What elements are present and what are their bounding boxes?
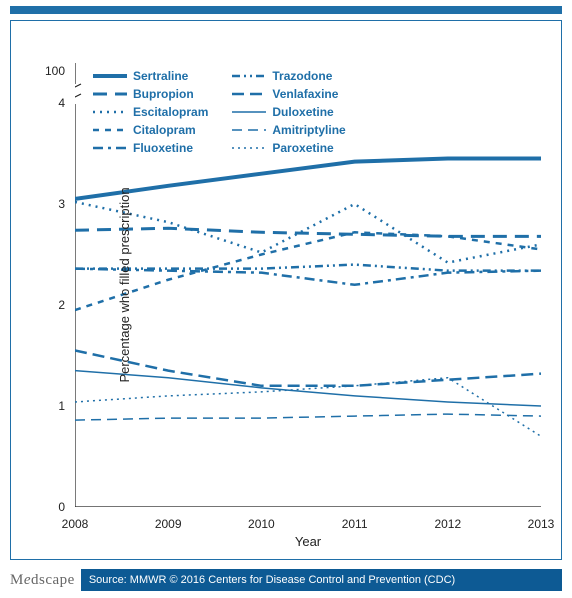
- legend-item: Trazodone: [232, 69, 345, 83]
- legend-label: Escitalopram: [133, 105, 208, 119]
- brand-e: e: [24, 572, 31, 588]
- legend-label: Amitriptyline: [272, 123, 345, 137]
- legend-item: Duloxetine: [232, 105, 345, 119]
- plot-area: Sertraline Bupropion Escitalopram Citalopra…: [75, 63, 541, 507]
- legend-label: Duloxetine: [272, 105, 333, 119]
- legend-label: Bupropion: [133, 87, 194, 101]
- series-amitriptyline: [75, 414, 541, 420]
- brand-logo: Medscape: [10, 572, 75, 589]
- x-tick-label: 2013: [528, 507, 555, 531]
- series-venlafaxine: [75, 350, 541, 385]
- y-tick-label: 3: [58, 197, 75, 211]
- footer: Medscape Source: MMWR © 2016 Centers for…: [10, 568, 562, 592]
- x-tick-label: 2011: [342, 507, 368, 531]
- legend-item: Citalopram: [93, 123, 208, 137]
- legend-label: Fluoxetine: [133, 141, 193, 155]
- legend-item: Escitalopram: [93, 105, 208, 119]
- brand-m: M: [10, 572, 24, 588]
- legend-item: Fluoxetine: [93, 141, 208, 155]
- y-tick-label: 1: [58, 399, 75, 413]
- top-accent-bar: [10, 6, 562, 14]
- y-tick-label: 100: [45, 64, 75, 78]
- legend-item: Paroxetine: [232, 141, 345, 155]
- y-tick-label: 2: [58, 298, 75, 312]
- legend-label: Paroxetine: [272, 141, 333, 155]
- x-tick-label: 2009: [155, 507, 182, 531]
- x-axis-label: Year: [75, 534, 541, 549]
- chart-frame: Sertraline Bupropion Escitalopram Citalopra…: [10, 20, 562, 560]
- legend-label: Citalopram: [133, 123, 196, 137]
- figure-container: Sertraline Bupropion Escitalopram Citalopra…: [0, 0, 572, 598]
- legend-label: Sertraline: [133, 69, 188, 83]
- y-tick-label: 4: [58, 96, 75, 110]
- legend-label: Trazodone: [272, 69, 332, 83]
- series-sertraline: [75, 159, 541, 199]
- legend-item: Venlafaxine: [232, 87, 345, 101]
- legend-item: Sertraline: [93, 69, 208, 83]
- y-axis-label: Percentage who filled prescription: [117, 187, 132, 382]
- legend-label: Venlafaxine: [272, 87, 338, 101]
- source-caption: Source: MMWR © 2016 Centers for Disease …: [81, 569, 562, 591]
- x-tick-label: 2012: [434, 507, 461, 531]
- series-duloxetine: [75, 371, 541, 406]
- legend-item: Amitriptyline: [232, 123, 345, 137]
- brand-rest: dscape: [31, 572, 75, 588]
- legend-item: Bupropion: [93, 87, 208, 101]
- x-tick-label: 2010: [248, 507, 275, 531]
- legend: Sertraline Bupropion Escitalopram Citalopra…: [93, 69, 346, 155]
- x-tick-label: 2008: [62, 507, 89, 531]
